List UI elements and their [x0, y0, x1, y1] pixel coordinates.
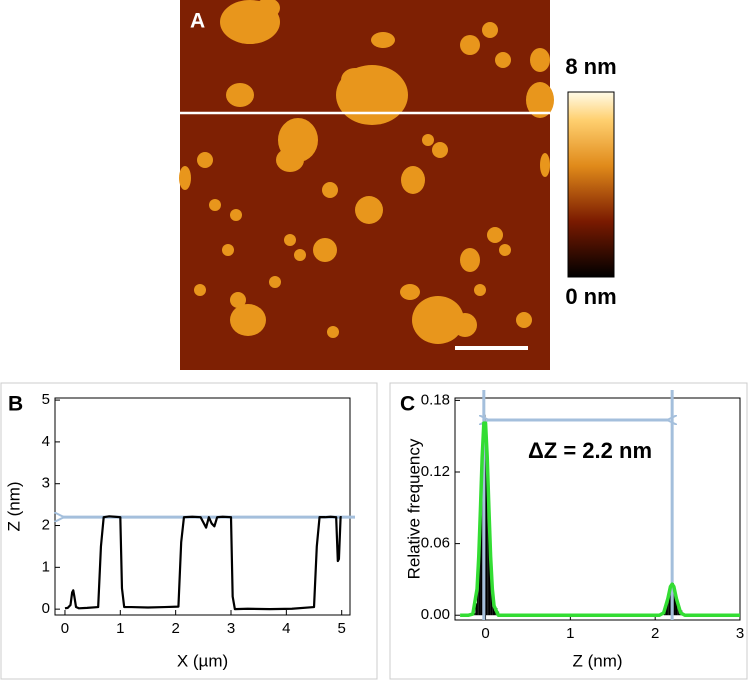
- delta-annotation: ΔZ = 2.2 nm: [528, 438, 652, 463]
- x-tick-label: 0: [481, 625, 489, 642]
- y-tick-label: 0.18: [421, 391, 450, 408]
- x-tick-label: 2: [171, 620, 179, 637]
- panel-label: B: [8, 393, 23, 416]
- y-axis-label: Z (nm): [4, 481, 23, 531]
- histogram-bar: [665, 605, 668, 616]
- afm-island: [230, 292, 246, 308]
- afm-island: [230, 209, 242, 221]
- plot-frame: [54, 397, 351, 616]
- afm-island: [526, 82, 554, 118]
- afm-island: [313, 238, 337, 262]
- panel-border: [389, 382, 748, 680]
- afm-island: [400, 284, 420, 300]
- y-axis-label: Relative frequency: [404, 438, 423, 579]
- afm-island: [482, 22, 498, 38]
- y-tick-label: 0.12: [421, 463, 450, 480]
- afm-island: [197, 152, 213, 168]
- afm-island: [230, 304, 266, 336]
- afm-island: [284, 234, 296, 246]
- histogram-bar: [494, 610, 496, 616]
- afm-island: [269, 276, 281, 288]
- panel-label: C: [400, 393, 415, 416]
- histogram-bar: [477, 579, 479, 616]
- y-tick-label: 5: [42, 391, 50, 408]
- colorbar: [567, 91, 615, 278]
- x-tick-label: 2: [651, 625, 659, 642]
- afm-island: [209, 199, 221, 211]
- afm-island: [499, 244, 511, 256]
- histogram-bar: [487, 472, 489, 616]
- histogram-bar: [673, 588, 676, 616]
- y-tick-label: 1: [42, 558, 50, 575]
- y-tick-label: 3: [42, 475, 50, 492]
- afm-island: [453, 313, 477, 337]
- afm-island: [371, 32, 395, 48]
- panel-label: A: [190, 10, 205, 33]
- colorbar-min: 0 nm: [565, 284, 616, 309]
- afm-island: [179, 166, 191, 190]
- x-tick-label: 4: [282, 620, 290, 637]
- y-tick-label: 0.06: [421, 535, 450, 552]
- x-tick-label: 5: [338, 620, 346, 637]
- afm-island: [327, 326, 339, 338]
- afm-island: [516, 312, 532, 328]
- afm-island: [194, 284, 206, 296]
- afm-island: [355, 196, 383, 224]
- x-tick-label: 0: [61, 620, 69, 637]
- afm-island: [540, 153, 550, 177]
- afm-island: [222, 244, 234, 256]
- x-tick-label: 1: [566, 625, 574, 642]
- afm-island: [412, 296, 464, 344]
- afm-island: [530, 48, 550, 72]
- y-tick-label: 0.00: [421, 606, 450, 623]
- afm-island: [341, 68, 369, 92]
- afm-island: [460, 248, 480, 272]
- panel-border: [0, 382, 378, 680]
- y-tick-label: 4: [42, 433, 50, 450]
- afm-island: [401, 166, 425, 194]
- histogram-bar: [478, 537, 481, 616]
- histogram-bar: [485, 430, 488, 616]
- histogram-bar: [667, 598, 669, 616]
- height-profile: [64, 515, 342, 611]
- histogram-bar: [675, 596, 678, 616]
- x-axis-label: Z (nm): [572, 651, 622, 670]
- x-axis-label: X (µm): [177, 651, 228, 670]
- afm-island: [322, 182, 338, 198]
- x-tick-label: 1: [116, 620, 124, 637]
- afm-island: [432, 142, 448, 158]
- gaussian-fit: [460, 421, 740, 617]
- x-tick-label: 3: [227, 620, 235, 637]
- afm-island: [256, 0, 280, 18]
- afm-island: [487, 227, 503, 243]
- afm-island: [474, 284, 486, 296]
- x-tick-label: 3: [736, 625, 744, 642]
- afm-island: [276, 148, 304, 172]
- plot-frame: [454, 397, 741, 621]
- histogram-bar: [480, 483, 483, 616]
- afm-image: [179, 0, 554, 370]
- colorbar-max: 8 nm: [565, 54, 616, 79]
- y-tick-label: 2: [42, 516, 50, 533]
- afm-island: [226, 83, 254, 107]
- histogram-bar: [668, 591, 671, 616]
- histogram-bar: [475, 603, 478, 616]
- y-tick-label: 0: [42, 600, 50, 617]
- afm-island: [460, 35, 480, 55]
- afm-island: [422, 134, 434, 146]
- afm-island: [294, 249, 306, 261]
- afm-island: [495, 52, 511, 68]
